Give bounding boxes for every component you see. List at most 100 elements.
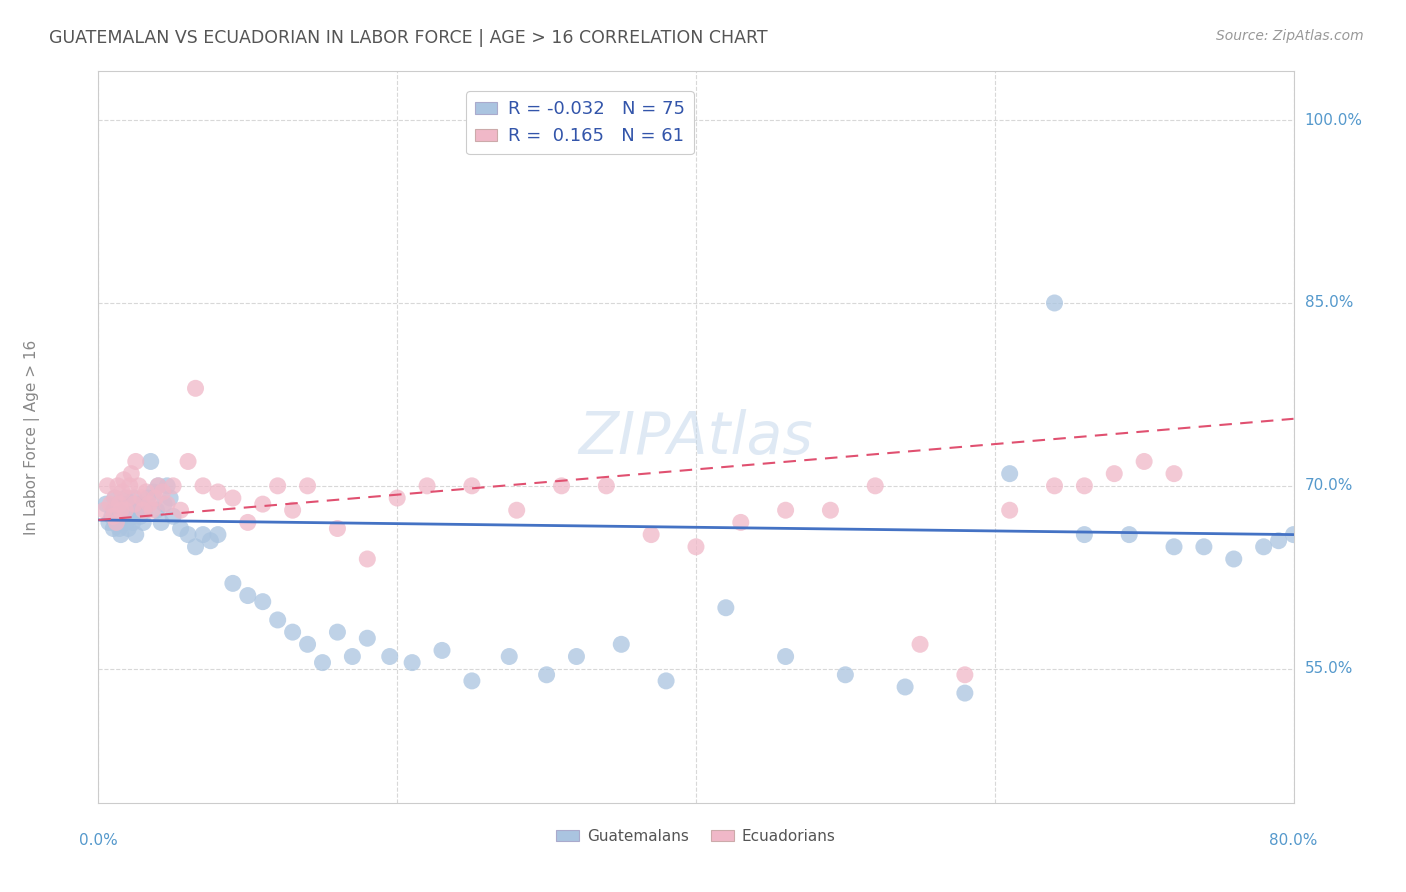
- Point: [297, 637, 319, 651]
- Point: [775, 649, 797, 664]
- Point: [120, 509, 142, 524]
- Point: [252, 595, 274, 609]
- Point: [1163, 467, 1185, 481]
- Point: [124, 491, 146, 505]
- Point: [536, 667, 558, 681]
- Point: [1104, 467, 1126, 481]
- Point: [127, 503, 149, 517]
- Point: [103, 503, 125, 517]
- Point: [132, 516, 155, 530]
- Point: [169, 503, 191, 517]
- Point: [101, 509, 124, 524]
- Point: [184, 540, 207, 554]
- Point: [1223, 552, 1246, 566]
- Point: [131, 491, 153, 505]
- Point: [110, 527, 132, 541]
- Point: [342, 649, 364, 664]
- Point: [1043, 479, 1066, 493]
- Point: [177, 454, 200, 468]
- Point: [730, 516, 752, 530]
- Point: [595, 479, 617, 493]
- Point: [162, 479, 184, 493]
- Point: [103, 521, 125, 535]
- Point: [1073, 527, 1095, 541]
- Point: [191, 479, 214, 493]
- Point: [141, 503, 163, 517]
- Point: [908, 637, 931, 651]
- Text: 70.0%: 70.0%: [1305, 478, 1353, 493]
- Point: [132, 503, 155, 517]
- Point: [1192, 540, 1215, 554]
- Point: [281, 503, 304, 517]
- Point: [104, 491, 127, 505]
- Text: 85.0%: 85.0%: [1305, 295, 1353, 310]
- Point: [252, 497, 274, 511]
- Point: [236, 589, 259, 603]
- Point: [998, 467, 1021, 481]
- Point: [124, 497, 146, 511]
- Point: [267, 479, 290, 493]
- Point: [1282, 527, 1305, 541]
- Point: [207, 485, 229, 500]
- Point: [953, 686, 976, 700]
- Point: [461, 673, 484, 688]
- Point: [97, 516, 120, 530]
- Point: [112, 473, 135, 487]
- Point: [96, 479, 118, 493]
- Point: [297, 479, 319, 493]
- Point: [134, 503, 156, 517]
- Point: [103, 509, 125, 524]
- Point: [610, 637, 633, 651]
- Point: [108, 521, 131, 535]
- Point: [93, 503, 115, 517]
- Text: GUATEMALAN VS ECUADORIAN IN LABOR FORCE | AGE > 16 CORRELATION CHART: GUATEMALAN VS ECUADORIAN IN LABOR FORCE …: [49, 29, 768, 47]
- Point: [326, 521, 349, 535]
- Point: [430, 643, 453, 657]
- Point: [136, 491, 159, 505]
- Point: [267, 613, 290, 627]
- Point: [865, 479, 887, 493]
- Text: 80.0%: 80.0%: [1270, 833, 1317, 848]
- Point: [117, 491, 139, 505]
- Point: [129, 509, 152, 524]
- Point: [107, 479, 129, 493]
- Point: [222, 576, 245, 591]
- Point: [115, 516, 138, 530]
- Point: [94, 497, 117, 511]
- Point: [200, 533, 222, 548]
- Point: [112, 497, 135, 511]
- Point: [416, 479, 439, 493]
- Point: [1267, 533, 1289, 548]
- Point: [153, 497, 176, 511]
- Point: [311, 656, 333, 670]
- Point: [1163, 540, 1185, 554]
- Point: [104, 491, 127, 505]
- Point: [1043, 296, 1066, 310]
- Text: In Labor Force | Age > 16: In Labor Force | Age > 16: [24, 340, 39, 534]
- Point: [385, 491, 409, 505]
- Point: [128, 497, 150, 511]
- Point: [125, 454, 148, 468]
- Point: [1133, 454, 1156, 468]
- Point: [222, 491, 245, 505]
- Legend: Guatemalans, Ecuadorians: Guatemalans, Ecuadorians: [550, 822, 842, 850]
- Point: [145, 503, 167, 517]
- Point: [461, 479, 484, 493]
- Point: [894, 680, 917, 694]
- Point: [1253, 540, 1275, 554]
- Point: [148, 479, 170, 493]
- Point: [108, 497, 131, 511]
- Point: [110, 503, 132, 517]
- Point: [834, 667, 856, 681]
- Point: [775, 503, 797, 517]
- Point: [550, 479, 572, 493]
- Point: [128, 479, 150, 493]
- Text: ZIPAtlas: ZIPAtlas: [579, 409, 813, 466]
- Point: [111, 485, 134, 500]
- Point: [156, 497, 179, 511]
- Point: [169, 521, 191, 535]
- Point: [125, 527, 148, 541]
- Point: [114, 491, 136, 505]
- Point: [378, 649, 401, 664]
- Point: [162, 509, 184, 524]
